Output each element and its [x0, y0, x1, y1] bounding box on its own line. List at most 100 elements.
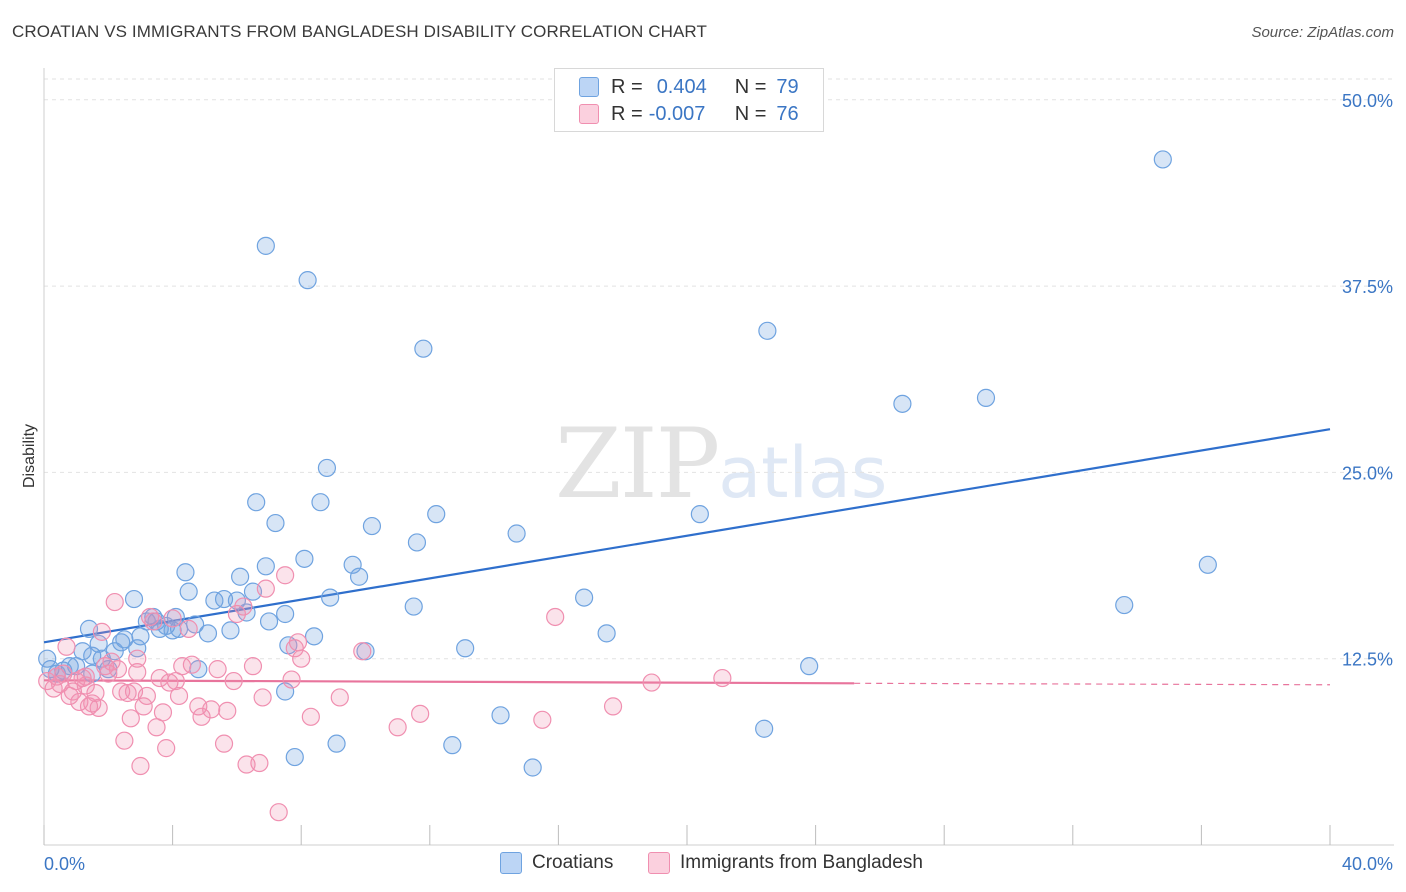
croatian-point [407, 533, 427, 552]
croatian-point [179, 582, 198, 601]
croatian-point [266, 513, 285, 533]
croatian-point [327, 734, 346, 753]
bangladesh-point [533, 710, 552, 729]
croatian-point [298, 271, 317, 290]
bangladesh-point [292, 649, 311, 668]
croatian-point [800, 657, 819, 676]
croatian-point [256, 236, 275, 255]
croatian-point [456, 639, 475, 658]
croatian-point [507, 524, 526, 543]
bangladesh-point [112, 682, 131, 701]
trend-lines [43, 428, 1331, 686]
croatian-point [575, 588, 594, 607]
croatian-point [404, 597, 423, 616]
bangladesh-point [234, 597, 253, 616]
croatian-point [295, 549, 314, 568]
watermark: ZIPatlas [555, 408, 887, 520]
bangladesh-point [603, 697, 623, 716]
croatian-point [247, 493, 266, 512]
bangladesh-point [282, 670, 301, 689]
y-axis-label: Disability [21, 424, 38, 488]
x-tick-labels: 0.0% 40.0% [44, 854, 1393, 874]
croatian-point [256, 557, 275, 576]
croatian-point [221, 621, 240, 640]
croatian-point [198, 624, 218, 643]
legend-r-value: -0.007 [648, 102, 706, 125]
x-tick-label-min: 0.0% [44, 854, 85, 874]
source-label: Source: ZipAtlas.com [1251, 24, 1394, 41]
croatian-point [231, 567, 250, 586]
croatian-point [205, 591, 224, 610]
bangladesh-point [713, 668, 732, 688]
bangladesh-point [99, 664, 118, 683]
bangladesh-point [115, 731, 134, 750]
bangladesh-point [92, 622, 111, 641]
croatian-point [1198, 555, 1217, 574]
bangladesh-point [105, 592, 124, 612]
bangladesh-point [250, 753, 269, 773]
croatian-point [311, 493, 330, 512]
croatian-point [758, 321, 777, 340]
bangladesh-point [131, 756, 150, 776]
bangladesh-point [227, 604, 246, 624]
bangladesh-point [224, 671, 243, 691]
bangladesh-point [163, 609, 182, 628]
watermark-zip: ZIP [555, 408, 720, 520]
axes [43, 68, 1394, 846]
croatian-point [285, 747, 304, 767]
bangladesh-point [182, 655, 201, 674]
croatian-trend-line [43, 428, 1331, 644]
bangladesh-point [144, 612, 163, 631]
bangladesh-point [642, 673, 661, 692]
bottom-legend-swatch-bangladesh [648, 852, 670, 874]
croatian-point [443, 736, 462, 755]
bangladesh-point [353, 642, 372, 661]
croatian-point [38, 649, 57, 668]
croatian-point [491, 706, 510, 725]
bottom-legend-croatians: Croatians [500, 852, 613, 874]
croatian-point [1115, 595, 1134, 615]
y-tick-label: 37.5% [1342, 277, 1393, 297]
croatian-point [317, 458, 337, 478]
bangladesh-point [157, 739, 176, 758]
bangladesh-point [102, 652, 121, 671]
croatian-point [276, 604, 295, 624]
bangladesh-points [38, 566, 732, 822]
bangladesh-point [276, 566, 295, 585]
y-tick-label: 12.5% [1342, 650, 1393, 670]
bottom-legend-swatch-croatians [500, 852, 522, 874]
y-tick-label: 25.0% [1342, 463, 1393, 483]
bangladesh-point [202, 700, 221, 719]
legend-r-label: R = [611, 102, 643, 125]
bangladesh-point [128, 649, 147, 668]
croatian-point [128, 639, 147, 658]
stats-legend: R = 0.404 N = 79 R = -0.007 N = 76 [554, 68, 824, 132]
croatian-point [124, 589, 144, 609]
legend-row-croatians: R = 0.404 N = 79 [579, 75, 799, 99]
croatian-point [976, 388, 996, 407]
bangladesh-point [57, 637, 76, 656]
croatian-point [893, 394, 912, 413]
y-tick-label: 50.0% [1342, 91, 1393, 111]
bangladesh-point [388, 718, 407, 737]
legend-n-label: N = [734, 75, 767, 98]
bangladesh-point [121, 709, 140, 728]
bangladesh-point [208, 660, 227, 679]
x-tick-label-max: 40.0% [1342, 854, 1393, 874]
bottom-legend-bangladesh: Immigrants from Bangladesh [648, 852, 923, 874]
croatian-point [755, 719, 774, 738]
legend-r-value: 0.404 [656, 75, 707, 98]
bangladesh-point [118, 683, 137, 703]
y-tick-labels: 12.5% 25.0% 37.5% 50.0% [1342, 91, 1393, 670]
legend-swatch-croatians [579, 77, 599, 97]
bangladesh-point [301, 707, 320, 726]
bangladesh-point [192, 707, 211, 726]
bangladesh-point [169, 686, 189, 706]
croatian-point [259, 612, 279, 631]
bottom-legend-label-croatians: Croatians [532, 852, 614, 873]
croatians-points [38, 150, 1217, 777]
bangladesh-point [160, 673, 179, 692]
bangladesh-trend-line [43, 679, 855, 685]
croatian-point [427, 505, 446, 524]
